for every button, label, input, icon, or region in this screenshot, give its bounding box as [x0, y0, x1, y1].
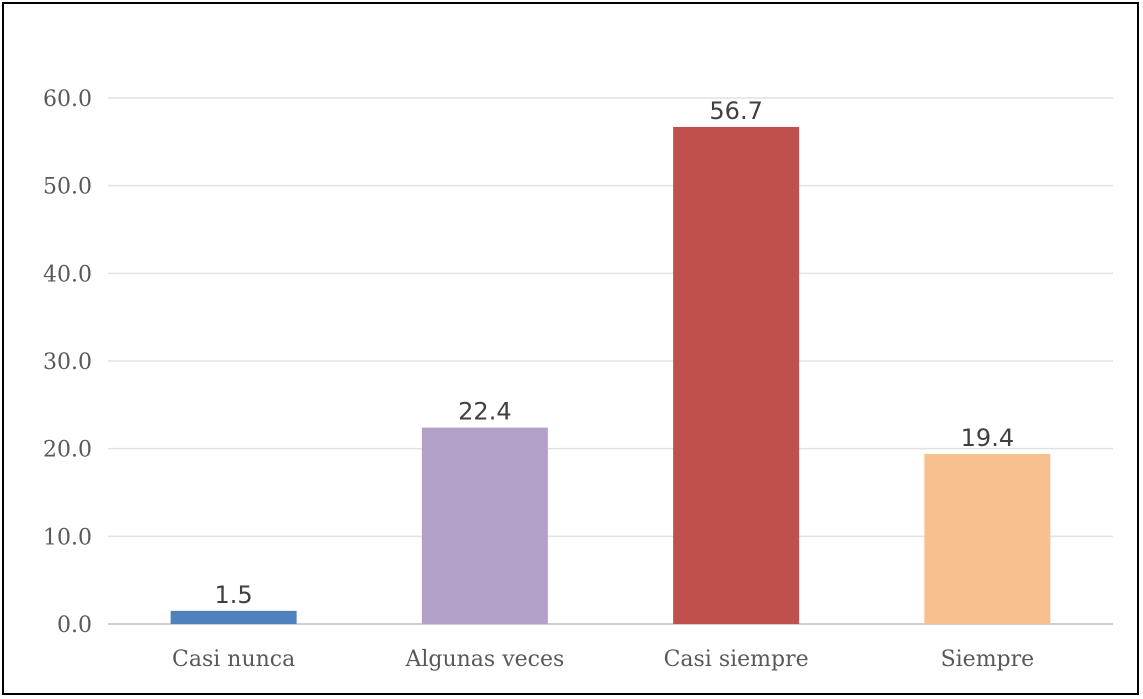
category-label: Algunas veces — [404, 647, 564, 672]
category-label: Casi nunca — [172, 647, 295, 672]
y-tick-label: 50.0 — [43, 175, 92, 200]
y-tick-label: 20.0 — [43, 438, 92, 463]
bar-algunas-veces — [421, 427, 548, 624]
data-label: 22.4 — [458, 398, 511, 426]
data-labels: 1.5 22.4 56.7 19.4 — [215, 97, 1015, 609]
data-label: 56.7 — [709, 97, 762, 125]
data-label: 1.5 — [215, 581, 253, 609]
bar-casi-siempre — [673, 126, 800, 625]
y-axis-ticks: 0.0 10.0 20.0 30.0 40.0 50.0 60.0 — [43, 87, 92, 638]
x-axis-labels: Casi nunca Algunas veces Casi siempre Siemp… — [172, 647, 1034, 672]
y-tick-label: 10.0 — [43, 525, 92, 550]
data-label: 19.4 — [961, 424, 1014, 452]
y-tick-label: 60.0 — [43, 87, 92, 112]
bars — [170, 126, 1051, 625]
y-tick-label: 0.0 — [57, 613, 92, 638]
y-tick-label: 30.0 — [43, 350, 92, 375]
bar-casi-nunca — [170, 610, 297, 624]
bar-siempre — [924, 453, 1051, 624]
category-label: Casi siempre — [664, 647, 809, 672]
category-label: Siempre — [941, 647, 1035, 672]
y-tick-label: 40.0 — [43, 262, 92, 287]
